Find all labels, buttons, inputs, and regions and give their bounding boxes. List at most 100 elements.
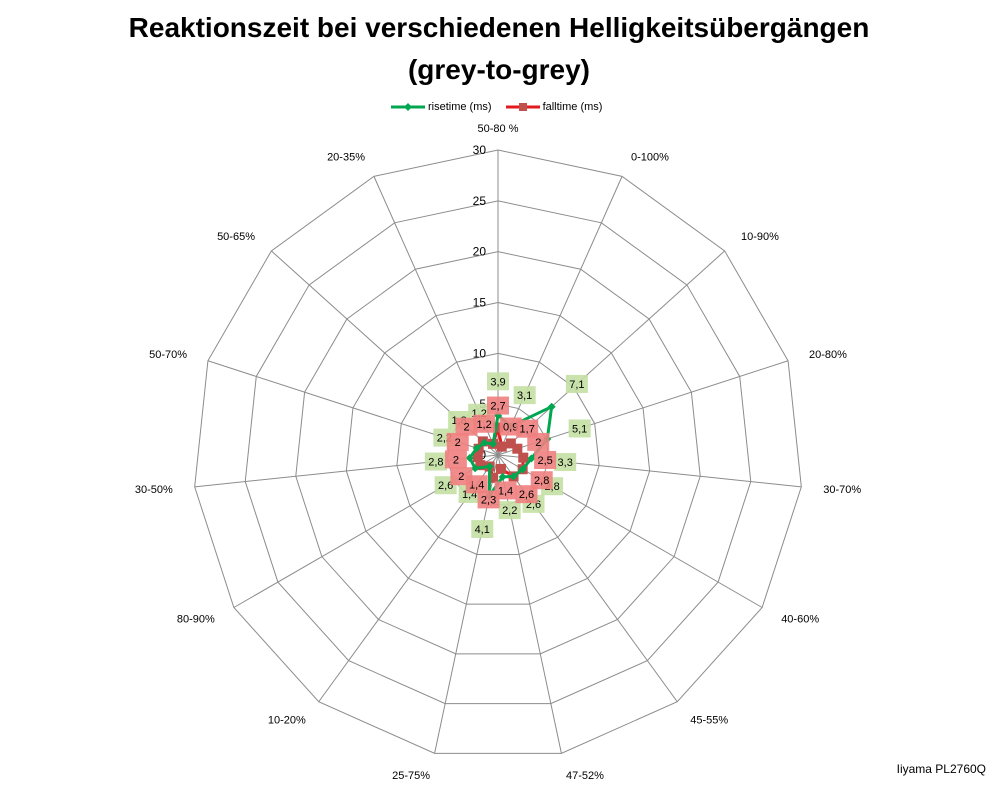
category-label: 30-50% [135,484,173,496]
rise-point [472,444,481,453]
data-label-rise: 3,3 [558,457,573,469]
data-label-fall: 1,2 [476,419,491,431]
rise-point [489,439,498,448]
radial-tick-label: 15 [473,296,487,310]
data-label-fall: 2 [458,471,464,483]
rise-point [518,465,527,474]
data-label-bg [446,432,469,451]
rise-point [480,438,489,447]
rise-point [509,472,518,481]
fall-point [505,438,516,449]
data-label-bg [515,485,538,504]
category-labels: 50-80 % 0-100% 10-90% 20-80% 30-70% 40-60% 45-… [135,123,861,782]
radial-tick-labels: 051015202530 [473,143,487,462]
data-label-bg [450,467,473,486]
category-label: 10-90% [741,231,779,243]
grid-spoke [497,176,623,456]
rise-point [498,472,507,481]
category-label: 20-80% [809,349,847,361]
data-label-rise: 4,1 [475,524,490,536]
data-label-fall: 2 [455,437,461,449]
chart-legend: risetime (ms) falltime (ms) [391,101,616,113]
rise-point [465,453,474,462]
data-label-bg [494,481,517,500]
data-label-fall: 2,3 [481,494,496,506]
radial-tick-label: 30 [473,143,487,157]
data-label-bg [424,452,447,471]
grid-ring [194,149,802,754]
fall-point [495,463,506,474]
data-label-fall: 2,6 [519,489,534,501]
category-label: 80-90% [177,614,215,626]
data-label-bg [487,372,509,391]
data-label-bg [455,417,478,436]
data-label-rise: 3,9 [490,376,505,388]
chart-title-line2: (grey-to-grey) [407,54,590,85]
category-label: 45-55% [690,715,728,727]
grid-ring [244,200,752,705]
category-label: 50-70% [149,349,187,361]
data-label-bg [534,450,557,469]
radar-grid [194,149,802,754]
category-label: 0-100% [631,151,669,163]
data-label-fall: 0,9 [503,422,518,434]
category-label: 40-60% [781,614,819,626]
category-label: 20-35% [327,151,365,163]
data-label-bg [499,417,522,436]
rise-point [547,402,556,411]
legend-rise-label: risetime (ms) [428,101,492,113]
data-label-fall: 2 [453,454,459,466]
data-label-fall: 1,4 [469,479,484,491]
chart-title-line1: Reaktionszeit bei verschiedenen Helligke… [128,12,870,43]
data-label-fall: 2 [463,422,469,434]
category-label: 47-52% [566,770,604,782]
grid-ring [345,301,651,605]
fall-point [512,443,523,454]
credit-text: Iiyama PL2760Q [896,762,986,776]
data-label-fall: 2 [535,437,541,449]
data-label-rise: 3,1 [517,390,532,402]
grid-ring [295,251,701,655]
legend-item-fall: falltime (ms) [505,101,602,113]
category-label: 50-65% [217,231,255,243]
data-label-rise: 2,8 [428,457,443,469]
data-label-fall: 2,5 [538,455,553,467]
fall-point [472,452,483,463]
fall-point [493,422,503,433]
data-label-bg [527,432,550,451]
data-label-bg [565,374,588,393]
data-label-bg [554,453,577,472]
data-label-bg [568,419,591,438]
category-label: 10-20% [268,715,306,727]
rise-point [485,462,494,471]
grid-ring [396,352,600,555]
data-label-bg [471,520,494,539]
data-label-bg [473,414,496,433]
data-labels: 3,93,17,15,13,32,82,62,24,11,42,62,82,21… [424,372,591,539]
radial-tick-label: 25 [473,194,487,208]
legend-fall-marker-icon [505,103,540,111]
data-label-fall: 1,4 [498,485,513,497]
data-label-bg [530,471,553,490]
data-label-bg [477,490,500,509]
data-label-bg [498,501,521,520]
rise-point [527,454,536,463]
category-label: 50-80 % [478,123,519,135]
radial-tick-label: 20 [473,245,487,259]
data-label-fall: 1,7 [520,424,535,436]
data-label-bg [487,396,509,415]
radial-tick-label: 0 [479,448,486,462]
data-label-fall: 2,8 [534,475,549,487]
category-label: 30-70% [823,484,861,496]
data-label-bg [513,386,536,405]
data-label-rise: 2,6 [438,480,453,492]
data-label-rise: 7,1 [569,379,584,391]
fall-point [475,460,486,471]
rise-point [471,464,480,473]
data-label-fall: 2,7 [490,401,505,413]
radial-tick-label: 10 [473,346,487,360]
category-label: 25-75% [392,770,430,782]
fall-point [488,472,499,483]
data-label-bg [444,450,467,469]
